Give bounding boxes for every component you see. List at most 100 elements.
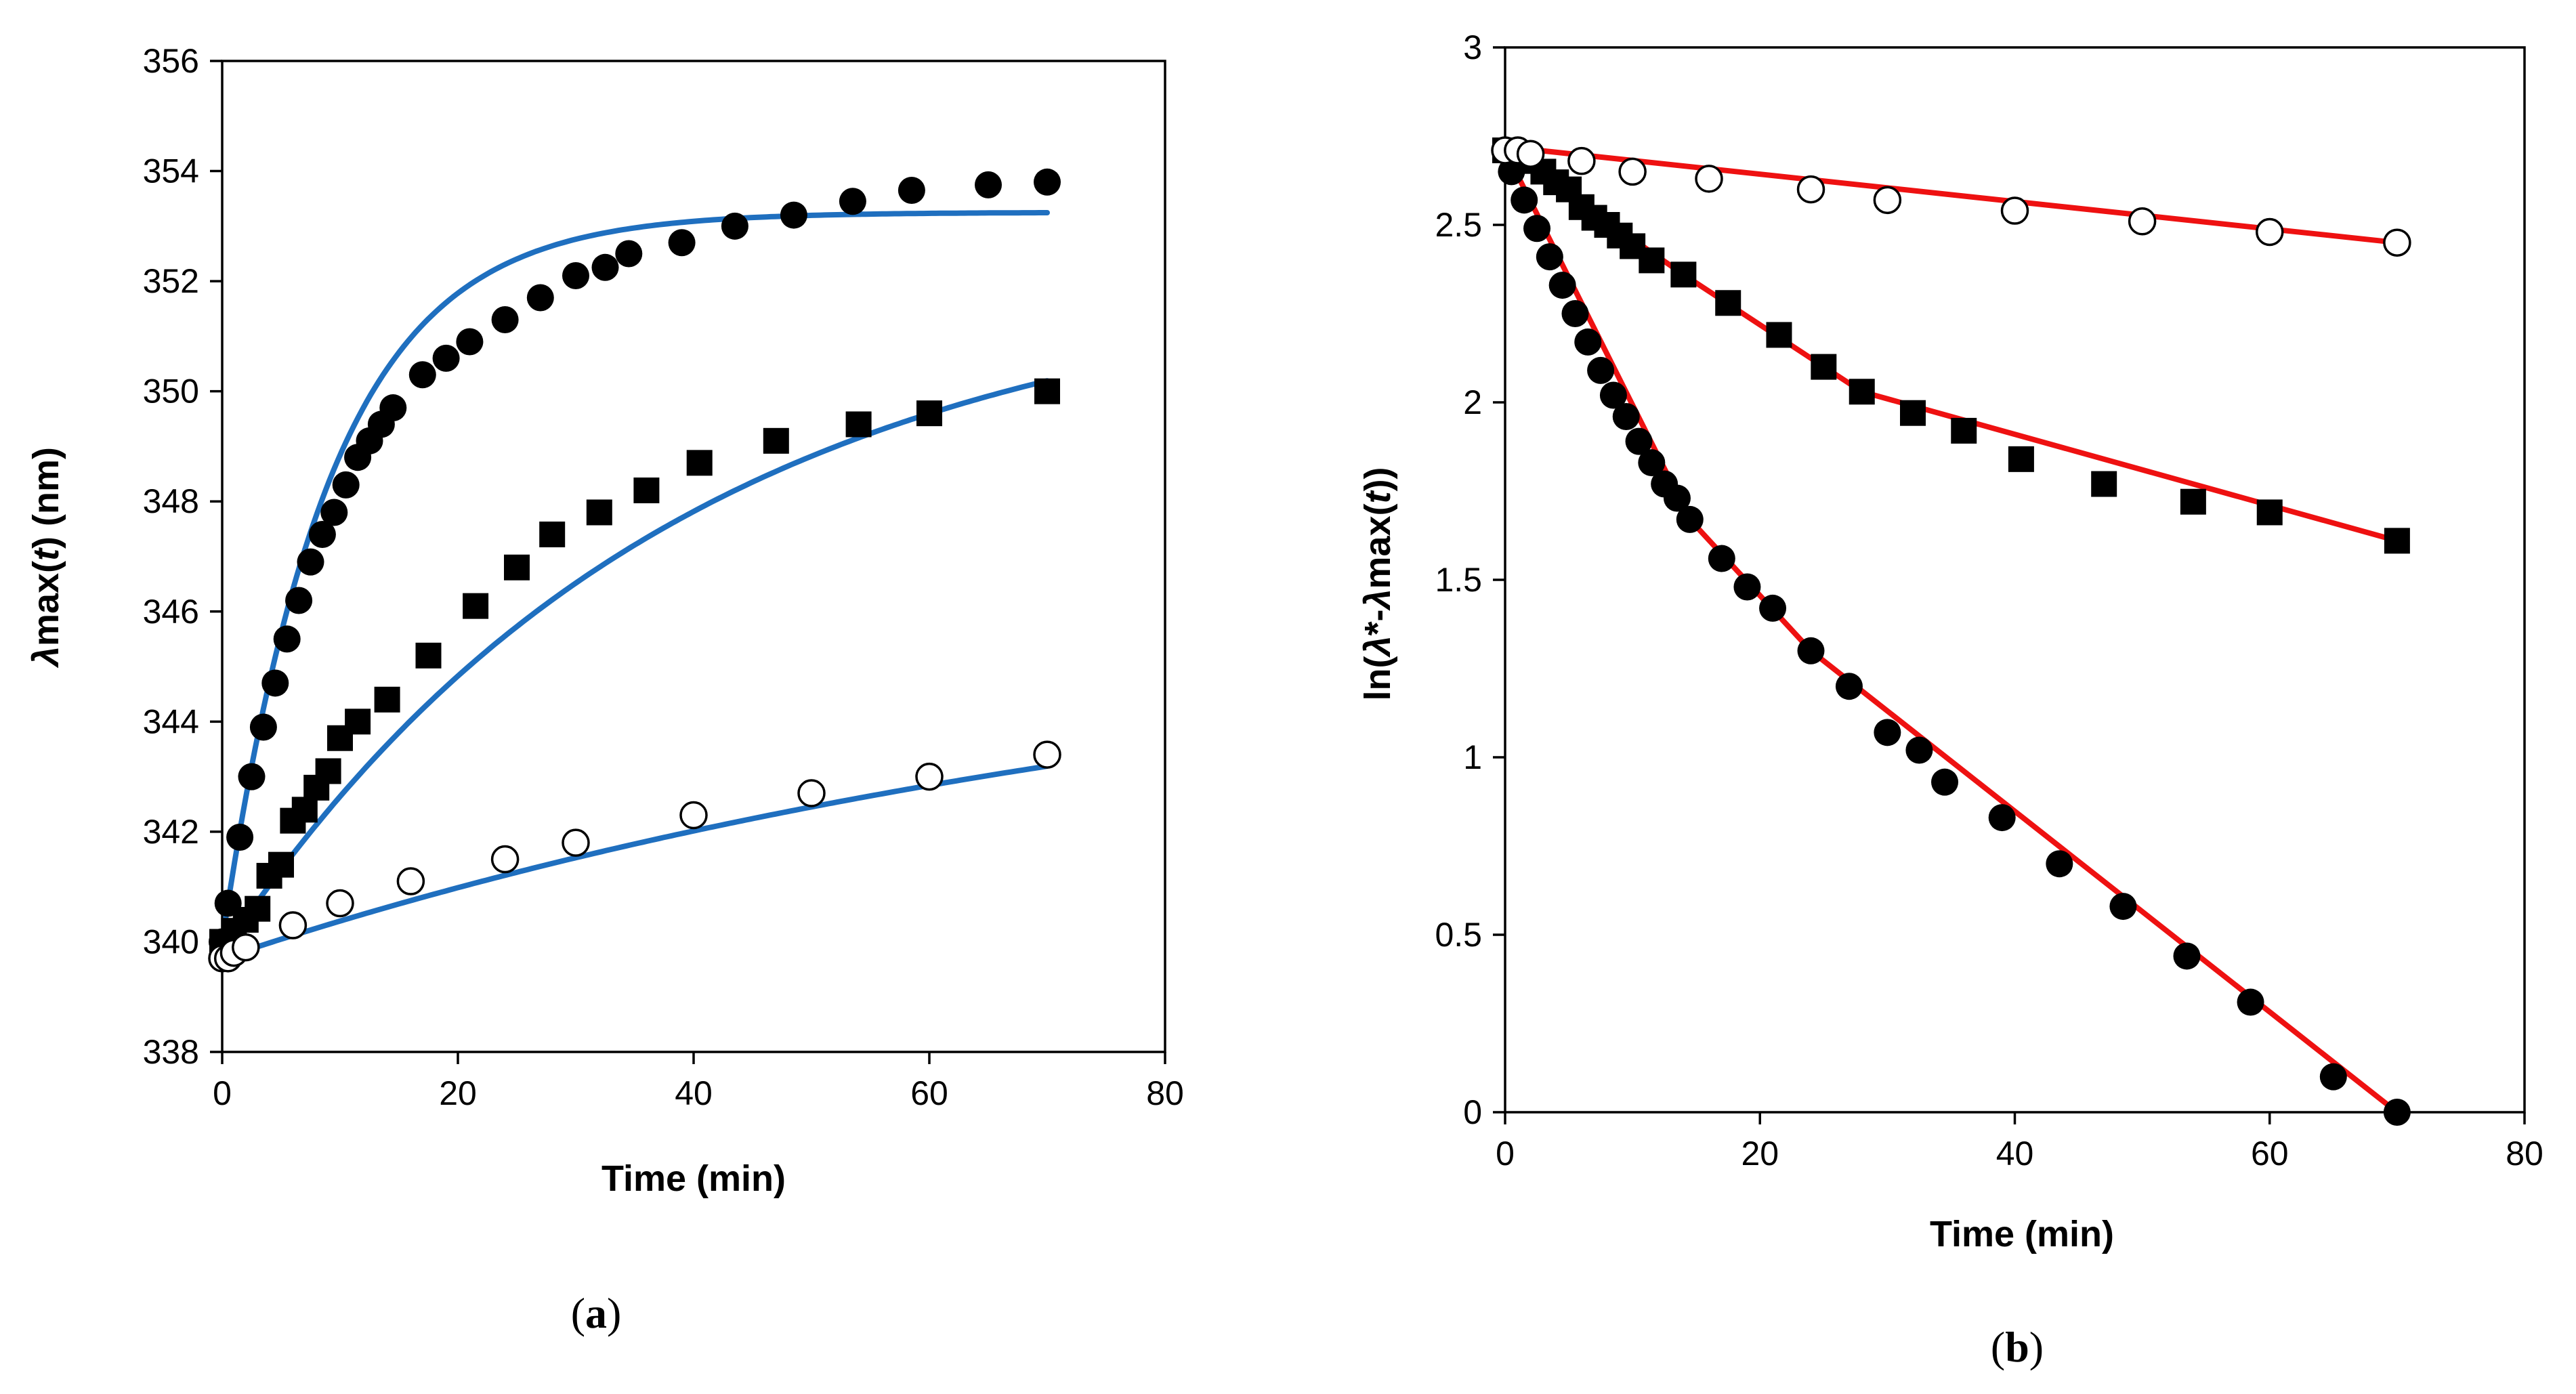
panel-a-filled-circle-point xyxy=(615,240,642,267)
panel-a-points xyxy=(209,169,1061,971)
panel-b-points xyxy=(1492,137,2411,1126)
panel-a-filled-circle-point xyxy=(226,824,253,851)
panel-a-y-tick-label: 350 xyxy=(143,373,199,410)
panel-a-square-point xyxy=(463,593,488,619)
panel-a-x-axis-title: Time (min) xyxy=(601,1158,786,1199)
panel-b-filled-circle-point xyxy=(1874,719,1901,746)
panel-b-open-circle-point xyxy=(1620,159,1645,184)
panel-a-filled-circle-point xyxy=(492,306,519,333)
panel-b-filled-circle-point xyxy=(1836,673,1863,700)
panel-b-x-tick-label: 80 xyxy=(2506,1135,2543,1173)
panel-b: 0 20 40 60 80 0 0.5 1 1.5 2 2.5 3 Time (min) ln(λ*-… xyxy=(1357,28,2543,1371)
panel-a-filled-circle-point xyxy=(669,229,696,256)
panel-b-x-tick-label: 40 xyxy=(1996,1135,2034,1173)
panel-b-square-point xyxy=(1849,379,1875,404)
panel-b-fits xyxy=(1505,147,2397,1112)
panel-a-filled-circle-point xyxy=(261,669,289,696)
panel-b-filled-circle-point xyxy=(1523,215,1550,242)
panel-b-series-0 xyxy=(1492,137,2411,1126)
panel-b-label: (b) xyxy=(1991,1323,2044,1371)
panel-a-filled-circle-point xyxy=(379,394,406,421)
panel-a-filled-circle-point xyxy=(562,262,589,289)
panel-b-filled-circle-point xyxy=(1708,545,1735,572)
panel-a-filled-circle-point xyxy=(297,549,324,576)
panel-a-filled-circle-point xyxy=(238,763,266,790)
panel-b-filled-circle-point xyxy=(2109,893,2136,920)
panel-a-filled-circle-point xyxy=(527,284,554,311)
panel-b-filled-circle-point xyxy=(2384,1099,2411,1126)
panel-b-filled-circle-point xyxy=(1511,186,1538,213)
panel-b-square-point xyxy=(1670,261,1696,287)
panel-a-square-point xyxy=(633,478,659,503)
panel-b-y-tick-label: 2.5 xyxy=(1435,206,1482,244)
panel-b-filled-circle-point xyxy=(1798,637,1825,664)
panel-b-open-circle-point xyxy=(1798,177,1824,203)
panel-b-filled-circle-point xyxy=(1574,329,1601,356)
panel-a-open-circle-point xyxy=(563,830,589,856)
panel-b-open-circle-point xyxy=(2002,198,2028,224)
panel-b-filled-circle-point xyxy=(1549,272,1576,299)
panel-b-filled-circle-point xyxy=(1733,573,1760,600)
panel-b-square-point xyxy=(1951,418,1977,444)
panel-a-x-tick-label: 20 xyxy=(439,1074,477,1112)
panel-a-square-point xyxy=(316,758,341,784)
panel-b-filled-circle-point xyxy=(1676,506,1704,533)
panel-a-square-point xyxy=(345,709,371,734)
panel-b-filled-circle-point xyxy=(1613,403,1640,430)
panel-a-label: (a) xyxy=(571,1289,622,1337)
panel-a-square-point xyxy=(375,687,400,713)
panel-a-filled-circle-point xyxy=(975,171,1002,198)
panel-b-filled-circle-point xyxy=(1905,737,1933,764)
panel-a-filled-circle-point xyxy=(274,625,301,652)
panel-a-square-point xyxy=(587,499,612,525)
panel-b-open-circle-point xyxy=(1696,166,1722,192)
panel-a-filled-circle-point xyxy=(839,188,866,215)
panel-a-square-point xyxy=(846,411,872,437)
panel-a-x-tick-label: 0 xyxy=(213,1074,232,1112)
panel-a-square-point xyxy=(292,797,318,822)
figure-svg: 0 20 40 60 80338340342344346348350352354356 … xyxy=(0,0,2576,1391)
panel-a-open-circle-point xyxy=(799,780,824,806)
panel-a-fits xyxy=(222,213,1047,958)
panel-b-x-tick-label: 20 xyxy=(1741,1135,1779,1173)
panel-b-filled-circle-point xyxy=(1561,300,1588,327)
panel-a-y-tick-label: 342 xyxy=(143,813,199,851)
panel-b-filled-circle-point xyxy=(1759,595,1786,622)
panel-b-open-circle-point xyxy=(2384,230,2410,255)
panel-b-square-point xyxy=(1766,322,1792,347)
panel-b-filled-circle-point xyxy=(2320,1063,2347,1091)
panel-b-y-tick-label: 2 xyxy=(1463,383,1482,421)
panel-a-x-tick-label: 40 xyxy=(675,1074,713,1112)
panel-a-series-0 xyxy=(209,169,1061,956)
panel-a-open-circle-point xyxy=(327,891,353,916)
panel-b-square-point xyxy=(2257,499,2283,525)
panel-a-y-axis-title: λmax(t) (nm) xyxy=(26,447,66,669)
panel-b-open-circle-point xyxy=(1518,141,1544,167)
panel-a-square-point xyxy=(916,400,942,426)
panel-b-y-tick-label: 1 xyxy=(1463,738,1482,776)
panel-a-filled-circle-point xyxy=(333,471,360,499)
panel-b-filled-circle-point xyxy=(1587,357,1614,384)
panel-a-fit-line-2 xyxy=(222,766,1047,958)
panel-b-filled-circle-point xyxy=(2237,989,2264,1016)
panel-a-open-circle-point xyxy=(398,868,423,894)
panel-b-filled-circle-point xyxy=(2046,850,2073,877)
panel-b-open-circle-point xyxy=(1874,187,1900,213)
panel-a-filled-circle-point xyxy=(409,361,436,388)
panel-b-square-point xyxy=(2091,471,2117,497)
panel-b-square-point xyxy=(1639,247,1664,273)
panel-b-square-point xyxy=(1900,400,1926,426)
panel-a-filled-circle-point xyxy=(721,213,748,240)
panel-a-y-tick-label: 356 xyxy=(143,42,199,80)
panel-b-square-point xyxy=(1715,290,1741,316)
figure: 0 20 40 60 80 338 340 342 344 346 348 350 352 354 356 … xyxy=(0,0,2576,1391)
panel-a-x-tick-label: 80 xyxy=(1146,1074,1184,1112)
panel-a-y-tick-label: 340 xyxy=(143,923,199,960)
panel-b-fit-line-3 xyxy=(1683,274,2397,541)
panel-b-open-circle-point xyxy=(2257,219,2283,245)
panel-b-square-point xyxy=(2384,528,2410,553)
panel-b-filled-circle-point xyxy=(1931,769,1958,796)
panel-a-square-point xyxy=(416,643,442,669)
panel-b-x-axis-title: Time (min) xyxy=(1930,1214,2114,1254)
panel-a-frame xyxy=(222,61,1165,1052)
